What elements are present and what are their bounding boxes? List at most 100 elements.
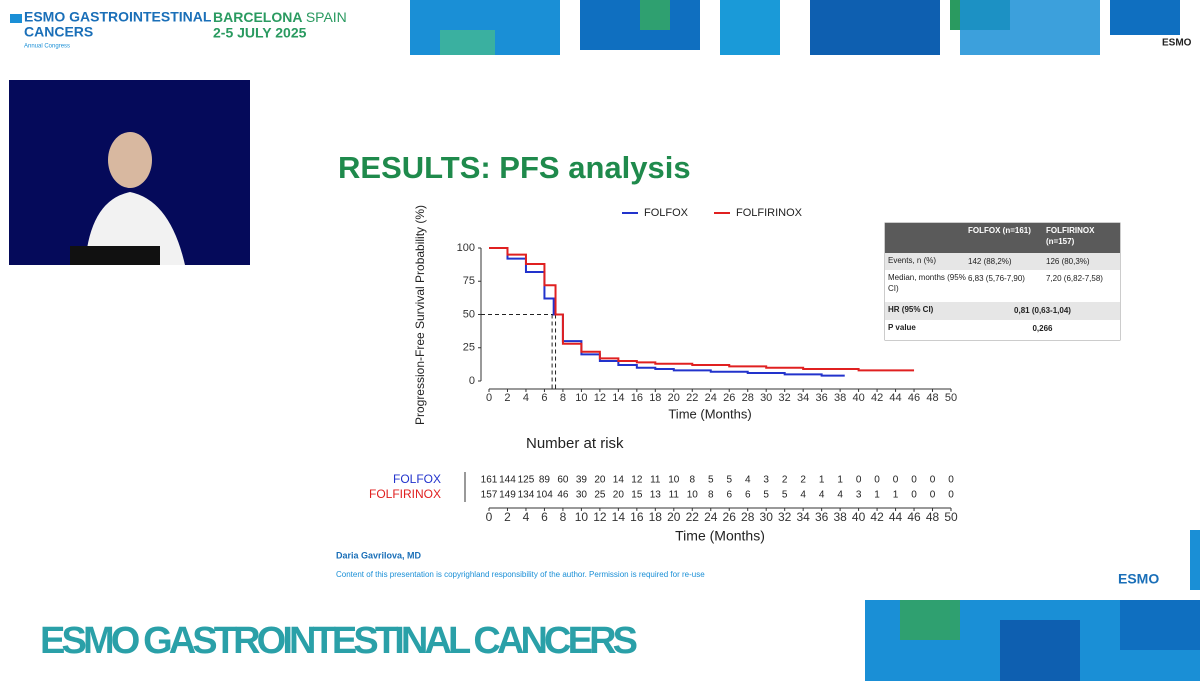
risk-x-tick-label: 46 <box>907 510 921 524</box>
risk-x-tick-label: 42 <box>870 510 884 524</box>
logo-mark <box>10 14 22 23</box>
risk-x-tick-label: 20 <box>667 510 681 524</box>
table-cell: 0,266 <box>1032 324 1053 333</box>
dates: 2-5 JULY 2025 <box>213 25 307 41</box>
risk-count: 14 <box>613 475 625 486</box>
y-tick-label: 50 <box>463 308 475 320</box>
table-cell: 6,83 (5,76-7,90) <box>968 274 1025 283</box>
x-tick-label: 38 <box>834 392 846 404</box>
risk-count: 3 <box>763 475 769 486</box>
risk-count: 30 <box>576 490 588 501</box>
risk-x-tick-label: 38 <box>833 510 847 524</box>
risk-count: 1 <box>874 490 880 501</box>
risk-row-name: FOLFOX <box>393 472 441 486</box>
risk-count: 6 <box>745 490 751 501</box>
km-curve <box>489 247 845 377</box>
risk-count: 4 <box>819 490 825 501</box>
x-tick-label: 44 <box>889 392 901 404</box>
x-axis-label: Time (Months) <box>668 406 751 421</box>
risk-count: 0 <box>948 490 954 501</box>
risk-x-tick-label: 4 <box>523 510 530 524</box>
risk-count: 134 <box>518 490 535 501</box>
risk-x-tick-label: 28 <box>741 510 755 524</box>
y-tick-label: 100 <box>457 242 475 254</box>
risk-count: 0 <box>911 490 917 501</box>
copyright: Content of this presentation is copyrigh… <box>336 570 705 579</box>
risk-x-tick-label: 0 <box>486 510 493 524</box>
risk-count: 13 <box>650 490 662 501</box>
risk-x-tick-label: 24 <box>704 510 718 524</box>
x-tick-label: 36 <box>816 392 828 404</box>
risk-count: 3 <box>856 490 862 501</box>
risk-count: 149 <box>499 490 516 501</box>
risk-count: 10 <box>668 475 680 486</box>
risk-count: 20 <box>594 475 606 486</box>
risk-x-tick-label: 32 <box>778 510 792 524</box>
author: Daria Gavrilova, MD <box>336 550 422 560</box>
risk-count: 161 <box>481 475 498 486</box>
risk-count: 15 <box>631 490 643 501</box>
congress-sub: Annual Congress <box>24 44 70 50</box>
y-tick-label: 0 <box>469 375 475 387</box>
x-tick-label: 20 <box>668 392 680 404</box>
risk-count: 12 <box>631 475 643 486</box>
risk-x-tick-label: 36 <box>815 510 829 524</box>
row-label: HR (95% CI) <box>888 305 933 314</box>
row-label: Events, n (%) <box>888 256 937 265</box>
congress-title: CANCERS <box>24 24 93 40</box>
risk-x-tick-label: 14 <box>612 510 626 524</box>
risk-x-tick-label: 22 <box>686 510 700 524</box>
x-tick-label: 4 <box>523 392 529 404</box>
risk-count: 10 <box>687 490 699 501</box>
table-header <box>885 223 1120 253</box>
x-tick-label: 48 <box>926 392 938 404</box>
banner: ESMO GASTROINTESTINAL CANCERS <box>40 620 638 662</box>
city: BARCELONA <box>213 9 302 25</box>
risk-count: 20 <box>613 490 625 501</box>
risk-x-tick-label: 44 <box>889 510 903 524</box>
risk-count: 39 <box>576 475 588 486</box>
risk-count: 6 <box>726 490 732 501</box>
table-cell: 7,20 (6,82-7,58) <box>1046 274 1103 283</box>
risk-count: 4 <box>837 490 843 501</box>
x-tick-label: 46 <box>908 392 920 404</box>
risk-x-tick-label: 18 <box>649 510 663 524</box>
risk-count: 25 <box>594 490 606 501</box>
risk-count: 5 <box>782 490 788 501</box>
risk-count: 4 <box>800 490 806 501</box>
risk-count: 8 <box>708 490 714 501</box>
row-label: P value <box>888 323 916 332</box>
x-tick-label: 40 <box>852 392 864 404</box>
y-tick-label: 25 <box>463 342 475 354</box>
risk-x-axis-label: Time (Months) <box>675 528 765 544</box>
risk-x-tick-label: 10 <box>575 510 589 524</box>
risk-count: 1 <box>837 475 843 486</box>
risk-x-tick-label: 2 <box>504 510 511 524</box>
risk-x-tick-label: 30 <box>760 510 774 524</box>
risk-x-tick-label: 6 <box>541 510 548 524</box>
x-tick-label: 34 <box>797 392 809 404</box>
risk-count: 0 <box>874 475 880 486</box>
y-axis-label: Progression-Free Survival Probability (%… <box>413 205 427 425</box>
legend-label: FOLFIRINOX <box>736 207 803 219</box>
table-row <box>885 302 1120 320</box>
table-row <box>885 320 1120 340</box>
legend-label: FOLFOX <box>644 207 689 219</box>
slide-title: RESULTS: PFS analysis <box>338 150 691 185</box>
x-tick-label: 14 <box>612 392 624 404</box>
table-row <box>885 253 1120 270</box>
row-label: Events, n (%) <box>888 256 937 265</box>
risk-count: 46 <box>557 490 569 501</box>
table-cell: 126 (80,3%) <box>1046 257 1090 266</box>
risk-count: 2 <box>782 475 788 486</box>
risk-count: 0 <box>930 490 936 501</box>
risk-count: 89 <box>539 475 551 486</box>
x-tick-label: 8 <box>560 392 566 404</box>
x-tick-label: 10 <box>575 392 587 404</box>
x-tick-label: 26 <box>723 392 735 404</box>
table-cell: 0,81 (0,63-1,04) <box>1014 306 1071 315</box>
row-label: Median, months (95% CI) <box>888 273 966 293</box>
risk-x-tick-label: 34 <box>796 510 810 524</box>
risk-x-tick-label: 8 <box>560 510 567 524</box>
